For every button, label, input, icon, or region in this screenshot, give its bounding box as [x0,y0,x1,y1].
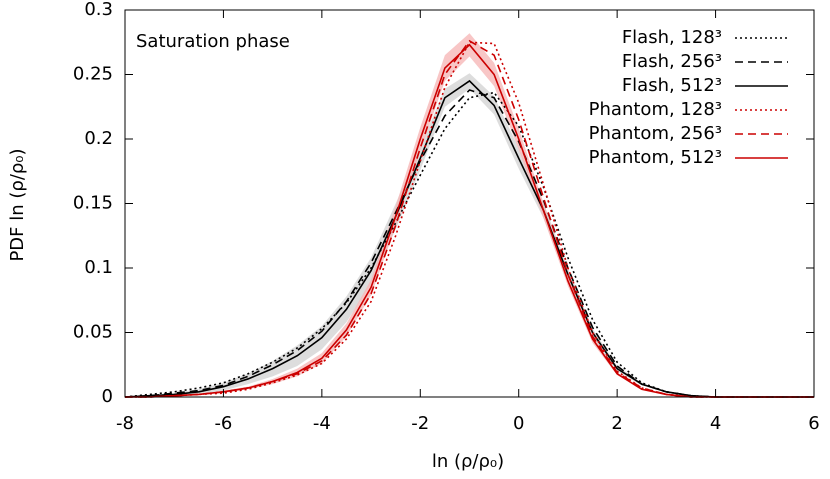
x-tick-label: 4 [710,413,721,434]
y-tick-label: 0.1 [84,257,113,278]
line [125,41,814,398]
error-band [125,73,814,398]
x-tick-label: 2 [611,413,622,434]
y-tick-label: 0.15 [73,193,113,214]
y-axis-label: PDF ln (ρ/ρ₀) [7,148,28,261]
x-axis-label: ln (ρ/ρ₀) [432,451,504,472]
x-tick-label: 0 [513,413,524,434]
x-tick-label: -4 [313,413,331,434]
annotation: Saturation phase [136,31,290,52]
y-tick-label: 0.25 [73,64,113,85]
y-tick-label: 0 [102,386,113,407]
legend-label: Flash, 128³ [622,27,722,48]
x-tick-label: -8 [116,413,134,434]
y-tick-label: 0.2 [84,128,113,149]
line [124,89,814,398]
legend-label: Flash, 512³ [622,75,722,96]
x-tick-label: 6 [808,413,819,434]
line [125,43,814,398]
x-tick-label: -2 [411,413,429,434]
y-tick-label: 0.05 [73,322,113,343]
y-tick-label: 0.3 [84,0,113,20]
legend-label: Phantom, 128³ [589,99,722,120]
x-tick-label: -6 [214,413,232,434]
legend-label: Flash, 256³ [622,51,722,72]
line [124,79,814,398]
legend-label: Phantom, 256³ [589,123,722,144]
legend-label: Phantom, 512³ [589,147,722,168]
